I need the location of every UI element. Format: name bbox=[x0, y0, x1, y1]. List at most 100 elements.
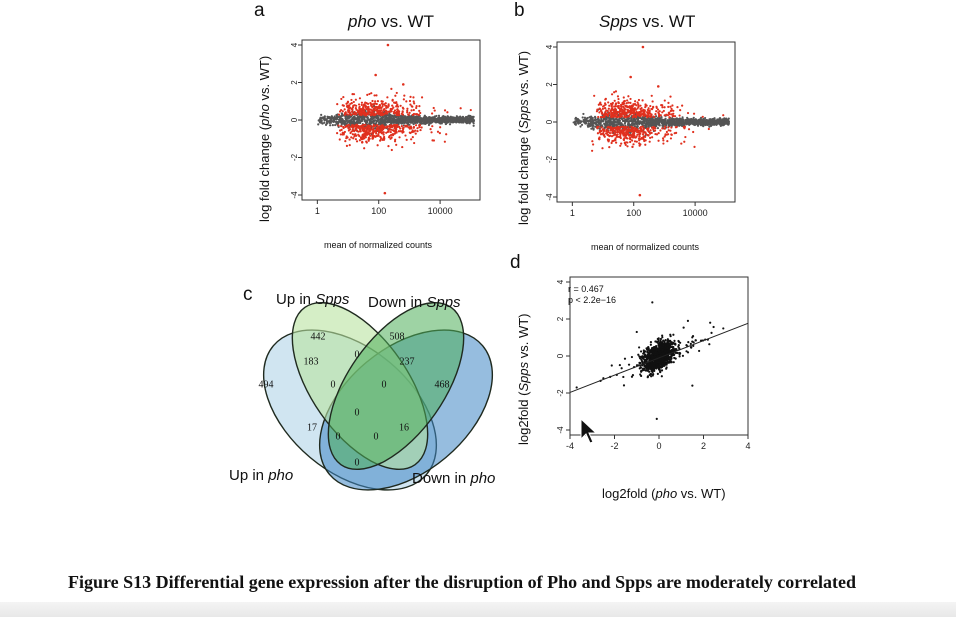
point-significant bbox=[667, 111, 670, 115]
point-significant bbox=[608, 131, 612, 135]
point-significant bbox=[641, 99, 644, 102]
point bbox=[349, 115, 352, 118]
venn-label-up-pho: Up in pho bbox=[229, 467, 293, 484]
point-significant bbox=[369, 102, 372, 105]
point-significant bbox=[358, 97, 362, 100]
point-significant bbox=[340, 125, 343, 128]
point-significant bbox=[608, 104, 611, 107]
point bbox=[636, 121, 639, 124]
point-significant bbox=[408, 99, 412, 103]
point-significant bbox=[667, 126, 670, 129]
point-significant bbox=[679, 109, 682, 112]
point-significant bbox=[600, 129, 603, 133]
point-significant bbox=[686, 111, 690, 115]
point bbox=[591, 122, 594, 125]
point-significant bbox=[624, 104, 627, 107]
point-significant bbox=[613, 105, 616, 108]
point-significant bbox=[366, 93, 369, 96]
point-significant bbox=[638, 135, 641, 138]
point bbox=[708, 118, 711, 121]
point bbox=[655, 124, 658, 128]
point-significant bbox=[409, 95, 412, 98]
point bbox=[593, 115, 597, 118]
point bbox=[606, 120, 610, 124]
point bbox=[722, 327, 725, 330]
point bbox=[678, 351, 681, 355]
point-outlier bbox=[383, 191, 387, 195]
point-significant bbox=[378, 130, 382, 134]
point bbox=[366, 119, 369, 122]
point bbox=[574, 117, 577, 120]
point-significant bbox=[379, 139, 382, 142]
point-significant bbox=[625, 102, 628, 105]
point bbox=[666, 338, 669, 341]
point bbox=[433, 115, 436, 118]
point-significant bbox=[410, 109, 413, 112]
point-significant bbox=[671, 109, 674, 112]
point-significant bbox=[692, 112, 696, 115]
point-significant bbox=[663, 127, 666, 130]
point-significant bbox=[420, 96, 424, 99]
point bbox=[645, 118, 648, 121]
point-significant bbox=[378, 111, 381, 114]
point-significant bbox=[431, 125, 434, 128]
point-significant bbox=[374, 109, 377, 112]
point-significant bbox=[687, 128, 691, 131]
point-significant bbox=[610, 105, 613, 108]
point-significant bbox=[382, 112, 386, 116]
point bbox=[719, 119, 722, 122]
point bbox=[721, 122, 724, 126]
point-significant bbox=[369, 134, 372, 137]
point-significant bbox=[606, 109, 609, 112]
point-significant bbox=[413, 102, 416, 105]
point-significant bbox=[669, 105, 672, 108]
point bbox=[639, 116, 642, 120]
point-significant bbox=[642, 131, 645, 134]
point bbox=[703, 119, 706, 122]
point-significant bbox=[398, 136, 401, 139]
point-significant bbox=[365, 114, 368, 117]
panel-b-xlabel: mean of normalized counts bbox=[591, 242, 700, 252]
point-significant bbox=[408, 111, 411, 114]
point bbox=[594, 125, 597, 128]
point-significant bbox=[639, 104, 642, 107]
point-significant bbox=[603, 102, 607, 105]
point bbox=[389, 119, 392, 123]
point bbox=[371, 121, 374, 124]
point bbox=[630, 118, 633, 121]
point-significant bbox=[418, 109, 421, 113]
point bbox=[582, 112, 585, 116]
point bbox=[681, 121, 684, 124]
point-significant bbox=[654, 132, 657, 136]
point-significant bbox=[365, 141, 368, 144]
point-significant bbox=[401, 106, 404, 109]
venn-count-up-pho-up-spps: 183 bbox=[303, 356, 319, 368]
point-significant bbox=[600, 132, 604, 135]
point-significant bbox=[357, 126, 360, 129]
point-outlier bbox=[656, 85, 660, 88]
point bbox=[320, 119, 323, 122]
point-significant bbox=[669, 137, 673, 140]
point bbox=[681, 122, 684, 126]
point-significant bbox=[432, 139, 436, 142]
point-significant bbox=[403, 94, 406, 97]
point-significant bbox=[400, 124, 403, 128]
point bbox=[708, 125, 711, 128]
point-significant bbox=[609, 102, 613, 105]
point bbox=[327, 116, 330, 119]
point-significant bbox=[362, 129, 365, 132]
point-significant bbox=[359, 112, 363, 116]
point-significant bbox=[341, 110, 344, 113]
point bbox=[604, 126, 607, 129]
panel-d-scatter-plot: 420-2-4-4 -2 0 2 4 bbox=[556, 276, 751, 451]
point-significant bbox=[629, 106, 632, 109]
x-tick-label: 10000 bbox=[428, 206, 453, 216]
point bbox=[405, 118, 409, 121]
point-significant bbox=[635, 140, 638, 143]
point-significant bbox=[391, 126, 394, 129]
point bbox=[672, 333, 675, 336]
point-significant bbox=[591, 149, 594, 152]
point bbox=[677, 343, 680, 347]
point-significant bbox=[413, 141, 416, 145]
point-significant bbox=[355, 129, 358, 132]
